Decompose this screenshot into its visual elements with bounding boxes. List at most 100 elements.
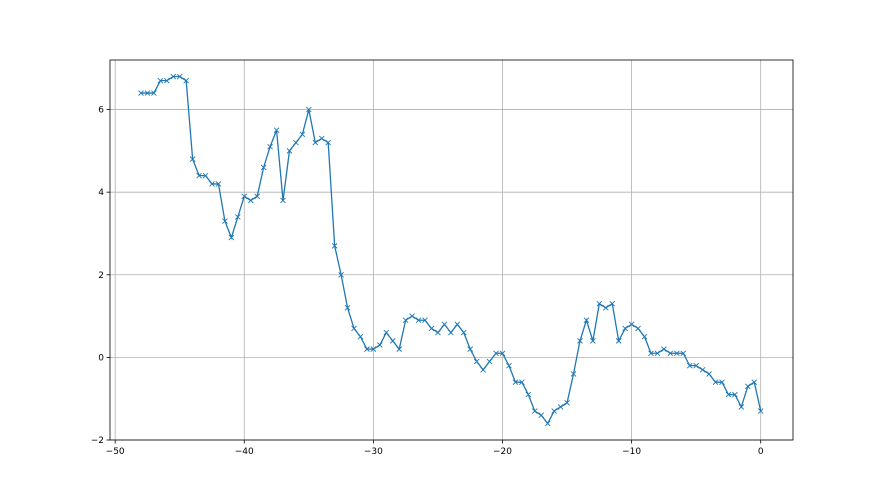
- data-point-marker: [306, 106, 312, 113]
- y-tick-label: 2: [98, 271, 104, 281]
- data-point-marker: [499, 350, 506, 357]
- data-point-marker: [151, 90, 157, 96]
- data-point-marker: [738, 404, 745, 410]
- data-point-marker: [389, 338, 396, 344]
- data-point-marker: [583, 317, 590, 324]
- data-point-marker: [596, 300, 603, 307]
- data-point-marker: [299, 131, 306, 138]
- data-point-marker: [215, 181, 222, 187]
- data-point-marker: [648, 350, 654, 357]
- data-point-marker: [312, 139, 319, 146]
- data-point-marker: [247, 197, 254, 204]
- data-point-marker: [338, 271, 344, 278]
- data-point-marker: [525, 391, 532, 398]
- data-point-marker: [757, 408, 764, 414]
- data-point-marker: [732, 391, 738, 398]
- data-point-marker: [570, 371, 577, 377]
- data-point-marker: [202, 172, 209, 179]
- data-point-marker: [357, 333, 364, 340]
- data-point-marker: [267, 143, 273, 150]
- data-point-marker: [196, 172, 202, 179]
- y-tick-label: 6: [98, 106, 104, 116]
- data-point-marker: [402, 317, 409, 324]
- data-point-marker: [441, 321, 448, 328]
- x-tick-label: −30: [364, 447, 383, 457]
- data-point-marker: [415, 317, 422, 324]
- data-point-marker: [712, 379, 719, 385]
- series-line: [140, 75, 762, 425]
- x-tick-label: −20: [493, 447, 512, 457]
- data-point-marker: [486, 358, 493, 365]
- data-point-marker: [235, 214, 241, 220]
- data-point-marker: [467, 346, 474, 352]
- data-point-marker: [686, 362, 693, 369]
- data-point-marker: [157, 77, 164, 84]
- data-point-marker: [383, 329, 390, 336]
- data-point-marker: [512, 379, 519, 385]
- data-point-marker: [344, 305, 351, 311]
- data-point-marker: [557, 404, 564, 410]
- data-point-marker: [725, 391, 732, 398]
- data-point-marker: [325, 139, 332, 146]
- data-point-marker: [693, 362, 699, 369]
- data-point-marker: [254, 193, 261, 200]
- data-point-marker: [280, 197, 286, 204]
- x-tick-label: −10: [622, 447, 641, 457]
- data-point-marker: [493, 350, 499, 357]
- y-tick-label: −2: [91, 436, 104, 446]
- data-point-marker: [641, 333, 648, 340]
- data-point-marker: [409, 313, 415, 319]
- data-point-marker: [260, 164, 267, 171]
- data-point-marker: [480, 366, 486, 373]
- data-point-marker: [506, 362, 512, 369]
- data-point-marker: [448, 329, 454, 336]
- data-point-marker: [396, 346, 403, 352]
- y-tick-label: 4: [98, 188, 104, 198]
- data-point-marker: [170, 73, 177, 80]
- x-tick-label: 0: [758, 447, 764, 457]
- data-point-marker: [241, 193, 248, 200]
- data-point-marker: [538, 412, 545, 419]
- data-point-marker: [673, 350, 680, 357]
- data-point-marker: [138, 90, 144, 96]
- data-point-marker: [183, 77, 189, 84]
- data-point-marker: [144, 90, 151, 96]
- data-point-marker: [609, 300, 616, 307]
- data-point-marker: [331, 243, 338, 249]
- data-point-marker: [519, 379, 525, 385]
- x-tick-label: −50: [106, 447, 125, 457]
- data-point-marker: [428, 325, 435, 332]
- data-point-marker: [699, 366, 706, 373]
- data-point-marker: [667, 350, 674, 357]
- x-tick-label: −40: [235, 447, 254, 457]
- data-point-marker: [635, 325, 641, 332]
- data-point-marker: [176, 73, 183, 80]
- data-point-marker: [590, 338, 596, 344]
- data-point-marker: [622, 325, 628, 332]
- data-point-marker: [615, 338, 622, 344]
- data-point-marker: [228, 234, 235, 241]
- data-point-marker: [222, 218, 228, 224]
- data-point-marker: [209, 181, 215, 187]
- data-point-marker: [460, 329, 467, 336]
- data-point-marker: [751, 379, 758, 385]
- data-point-marker: [351, 325, 357, 332]
- data-point-marker: [364, 346, 370, 352]
- data-point-marker: [661, 346, 667, 352]
- data-point-marker: [454, 321, 461, 328]
- data-point-marker: [680, 350, 687, 357]
- data-point-marker: [706, 371, 712, 377]
- data-point-marker: [564, 400, 570, 406]
- data-point-marker: [273, 127, 280, 134]
- data-point-marker: [473, 358, 480, 365]
- data-point-marker: [544, 420, 551, 427]
- data-point-marker: [719, 379, 725, 385]
- data-point-marker: [293, 139, 299, 146]
- y-tick-label: 0: [98, 353, 104, 363]
- data-point-marker: [189, 156, 196, 162]
- data-point-marker: [531, 408, 538, 414]
- data-point-marker: [628, 321, 635, 328]
- data-point-marker: [370, 346, 377, 352]
